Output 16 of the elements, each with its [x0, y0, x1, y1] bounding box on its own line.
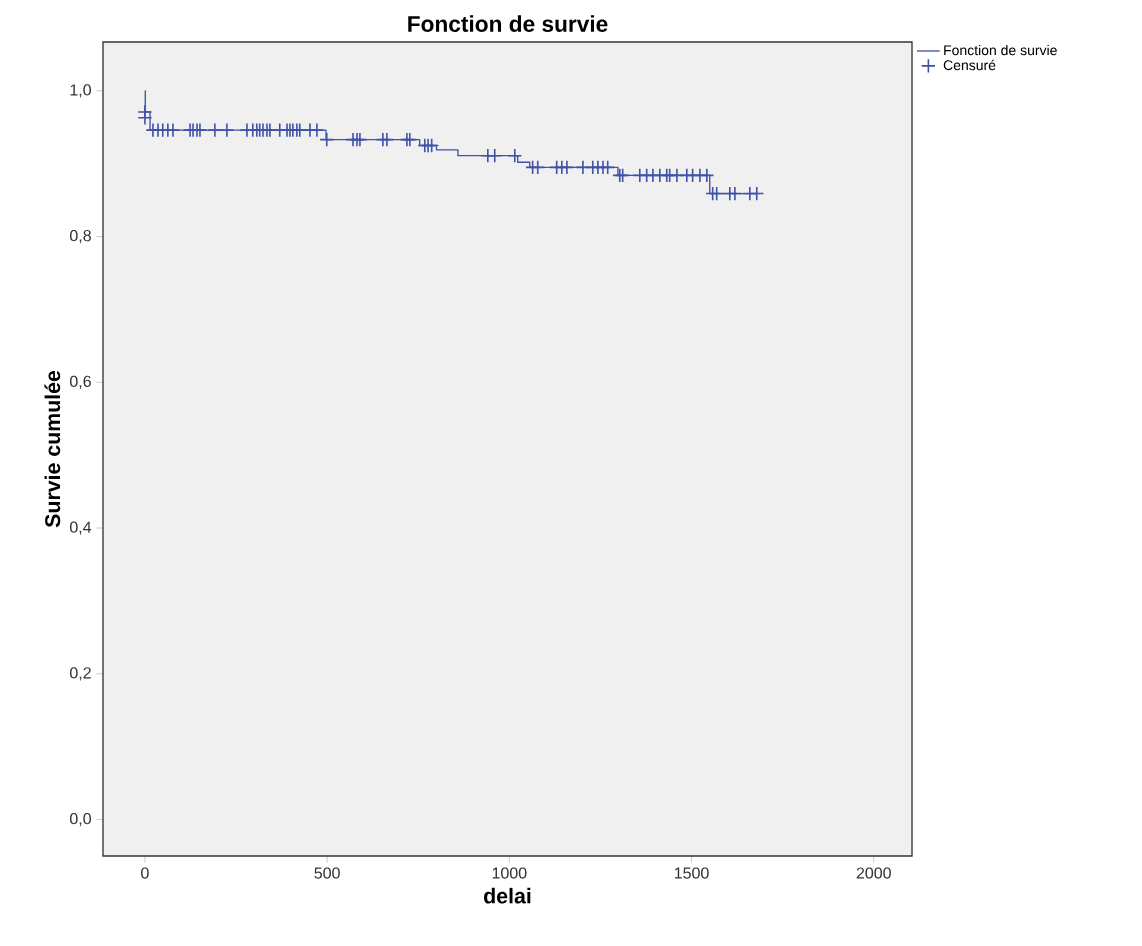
legend-label: Fonction de survie [944, 44, 1057, 56]
y-axis-title: Survie cumulée [44, 370, 61, 528]
x-tick-label: 1000 [492, 867, 527, 879]
x-tick-label: 2000 [856, 867, 891, 879]
x-axis-title: delai [484, 887, 531, 904]
y-tick-label: 0,4 [70, 521, 92, 535]
x-tick-label: 1500 [674, 867, 709, 879]
y-tick-label: 0,2 [70, 667, 91, 681]
x-tick-label: 500 [314, 867, 340, 879]
chart-title: Fonction de survie [408, 15, 608, 32]
x-tick-label: 0 [141, 867, 149, 879]
y-tick-label: 0,8 [70, 229, 91, 244]
legend-label: Censuré [943, 59, 996, 71]
y-tick-label: 0,6 [70, 375, 91, 389]
y-tick-label: 1,0 [70, 84, 91, 98]
y-tick-label: 0,0 [70, 812, 91, 827]
